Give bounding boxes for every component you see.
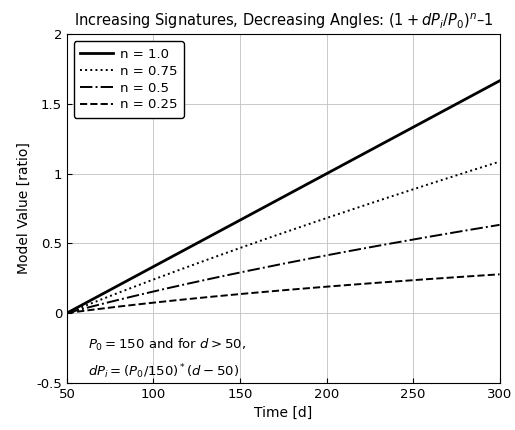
n = 0.25 bbox=[401, 278, 407, 283]
n = 0.75 bbox=[254, 239, 261, 244]
Line: n = 1.0: n = 1.0 bbox=[67, 81, 500, 313]
n = 1.0 bbox=[361, 151, 367, 156]
n = 0.5 bbox=[361, 246, 367, 251]
n = 0.75 bbox=[239, 245, 245, 250]
n = 0.25 bbox=[239, 291, 245, 296]
n = 0.5 bbox=[409, 237, 415, 242]
n = 1.0 bbox=[108, 287, 114, 292]
n = 0.5 bbox=[496, 222, 503, 227]
X-axis label: Time [d]: Time [d] bbox=[254, 406, 313, 420]
n = 0.25 bbox=[254, 290, 261, 295]
n = 0.5 bbox=[401, 239, 407, 244]
Legend: n = 1.0, n = 0.75, n = 0.5, n = 0.25: n = 1.0, n = 0.75, n = 0.5, n = 0.25 bbox=[74, 41, 184, 118]
n = 1.0 bbox=[496, 78, 503, 83]
n = 0.75 bbox=[64, 310, 70, 316]
Line: n = 0.75: n = 0.75 bbox=[67, 162, 500, 313]
n = 0.5 bbox=[108, 299, 114, 304]
n = 1.0 bbox=[64, 310, 70, 316]
n = 1.0 bbox=[239, 217, 245, 222]
Title: Increasing Signatures, Decreasing Angles: $(1+dP_i/P_0)^n–1$: Increasing Signatures, Decreasing Angles… bbox=[74, 12, 493, 31]
n = 0.75 bbox=[361, 203, 367, 208]
n = 0.5 bbox=[64, 310, 70, 316]
n = 0.75 bbox=[401, 190, 407, 195]
n = 0.25 bbox=[361, 281, 367, 286]
Text: $dP_i=(P_0/150)^*(d-50)$: $dP_i=(P_0/150)^*(d-50)$ bbox=[88, 362, 239, 381]
Text: $P_0=150$ and for $d>50$,: $P_0=150$ and for $d>50$, bbox=[88, 337, 246, 353]
n = 1.0 bbox=[409, 125, 415, 130]
n = 1.0 bbox=[254, 208, 261, 213]
Line: n = 0.25: n = 0.25 bbox=[67, 274, 500, 313]
n = 0.5 bbox=[239, 270, 245, 275]
n = 0.75 bbox=[108, 293, 114, 298]
n = 0.25 bbox=[496, 272, 503, 277]
n = 0.5 bbox=[254, 266, 261, 271]
n = 0.75 bbox=[409, 187, 415, 192]
n = 1.0 bbox=[401, 129, 407, 135]
Line: n = 0.5: n = 0.5 bbox=[67, 225, 500, 313]
n = 0.25 bbox=[108, 305, 114, 310]
n = 0.25 bbox=[64, 310, 70, 316]
n = 0.25 bbox=[409, 278, 415, 283]
Y-axis label: Model Value [ratio]: Model Value [ratio] bbox=[17, 143, 31, 274]
n = 0.75 bbox=[496, 159, 503, 164]
